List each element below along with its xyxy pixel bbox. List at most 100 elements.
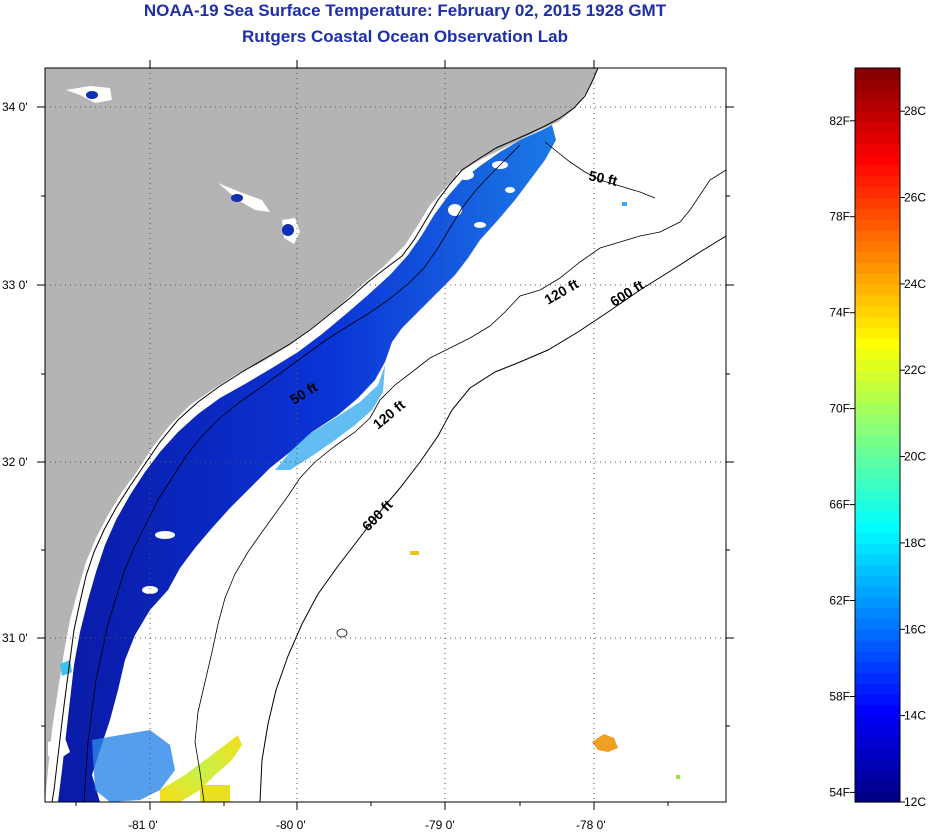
celsius-label: 24C	[904, 277, 926, 291]
cool-water-southern	[92, 730, 175, 802]
colorbar-band	[855, 532, 900, 544]
celsius-label: 28C	[904, 104, 926, 118]
colorbar-band	[855, 737, 900, 749]
lat-label: 33 0'	[2, 278, 28, 292]
colorbar-band	[855, 499, 900, 512]
fahrenheit-label: 82F	[829, 114, 850, 128]
celsius-scale: 28C 26C 24C 22C 20C 18C 16C 14C 12C	[900, 104, 926, 809]
colorbar-band	[855, 381, 900, 393]
colorbar-band	[855, 780, 900, 792]
colorbar-band	[855, 596, 900, 609]
colorbar-band	[855, 650, 900, 663]
contour-50ft	[83, 141, 656, 802]
colorbar-band	[855, 510, 900, 522]
inland-lake	[218, 183, 270, 212]
lon-label: -80 0'	[276, 818, 306, 832]
lon-label: -78 0'	[576, 818, 606, 832]
colorbar-band	[855, 683, 900, 695]
colorbar-band	[855, 143, 900, 155]
colorbar-band	[855, 478, 900, 490]
colorbar-band	[855, 424, 900, 436]
warm-water-patch	[160, 735, 242, 802]
colorbar-band	[855, 121, 900, 134]
celsius-label: 20C	[904, 450, 926, 464]
map-subtitle: Rutgers Coastal Ocean Observation Lab	[242, 27, 568, 46]
colorbar-band	[855, 305, 900, 317]
colorbar-band	[855, 726, 900, 738]
axis-ticks	[37, 60, 734, 810]
colorbar-band	[855, 564, 900, 576]
colorbar-band	[855, 521, 900, 533]
colorbar-band	[855, 316, 900, 328]
celsius-label: 12C	[904, 795, 926, 809]
colorbar-band	[855, 661, 900, 674]
colorbar-gradient	[855, 68, 900, 803]
colorbar-band	[855, 672, 900, 684]
colorbar-band	[855, 359, 900, 371]
colorbar-band	[855, 640, 900, 652]
blue-fleck	[622, 202, 627, 206]
colorbar-frame	[854, 67, 901, 803]
colorbar-band	[855, 694, 900, 706]
colorbar-band	[855, 370, 900, 382]
colorbar-band	[855, 208, 900, 220]
colorbar-band	[855, 391, 900, 404]
colorbar-band	[855, 327, 900, 339]
fahrenheit-label: 54F	[829, 785, 850, 799]
warm-water-spot	[200, 785, 230, 802]
colorbar-band	[855, 262, 900, 274]
contour-120ft	[194, 169, 726, 802]
colorbar-band	[855, 704, 900, 717]
colorbar-band	[855, 467, 900, 479]
colorbar-band	[855, 791, 900, 803]
colorbar-band	[855, 553, 900, 566]
colorbar-band	[855, 586, 900, 598]
lat-label: 32 0'	[2, 455, 28, 469]
colorbar-band	[855, 283, 900, 296]
colorbar-band	[855, 273, 900, 285]
green-fleck	[676, 775, 680, 779]
celsius-label: 16C	[904, 622, 926, 636]
colorbar-band	[855, 715, 900, 728]
colorbar-band	[855, 488, 900, 501]
lon-label: -79 0'	[425, 818, 455, 832]
celsius-label: 18C	[904, 536, 926, 550]
lat-label: 34 0'	[2, 100, 28, 114]
colorbar-band	[855, 111, 900, 123]
lon-label: -81 0'	[128, 818, 158, 832]
inland-lake	[86, 91, 98, 99]
colorbar-band	[855, 607, 900, 620]
coastline	[51, 68, 599, 802]
colorbar-band	[855, 165, 900, 177]
colorbar-band	[855, 575, 900, 587]
colorbar-band	[855, 542, 900, 555]
colorbar-band	[855, 251, 900, 263]
colorbar-band	[855, 89, 900, 101]
colorbar-band	[855, 229, 900, 242]
colorbar-band	[855, 758, 900, 771]
cold-water-band	[58, 125, 556, 802]
colorbar-band	[855, 219, 900, 231]
colorbar-band	[855, 175, 900, 188]
colorbar-band	[855, 629, 900, 641]
graticule	[45, 68, 726, 802]
contour-ring	[336, 628, 348, 638]
colorbar-band	[855, 402, 900, 415]
land-mass	[45, 68, 598, 802]
celsius-label: 14C	[904, 709, 926, 723]
colorbar-band	[855, 294, 900, 307]
lat-label: 31 0'	[2, 631, 28, 645]
orange-patch	[592, 734, 618, 752]
cloud-gaps	[120, 161, 515, 719]
colorbar-band	[855, 186, 900, 199]
colorbar-band	[855, 769, 900, 782]
cool-water-patch	[275, 365, 385, 470]
fahrenheit-scale: 82F 78F 74F 70F 66F 62F 58F 54F	[829, 114, 855, 799]
colorbar-band	[855, 100, 900, 112]
colorbar-band	[855, 456, 900, 468]
celsius-label: 22C	[904, 363, 926, 377]
colorbar-band	[855, 337, 900, 350]
celsius-label: 26C	[904, 191, 926, 205]
